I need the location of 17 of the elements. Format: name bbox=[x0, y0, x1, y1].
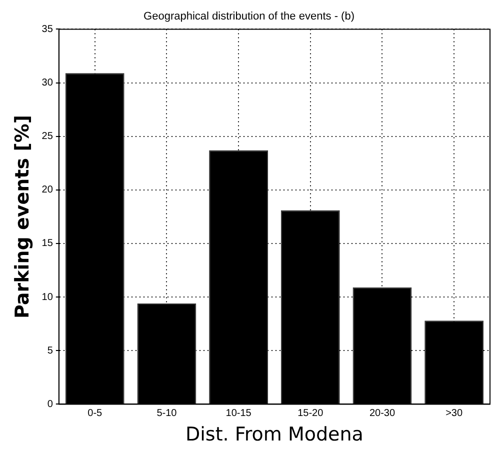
y-tick-label: 25 bbox=[42, 131, 54, 142]
y-tick-label: 20 bbox=[42, 184, 54, 196]
y-tick-label: 0 bbox=[47, 398, 54, 410]
chart-title: Geographical distribution of the events - (b) bbox=[144, 10, 354, 23]
y-tick-label: 30 bbox=[42, 78, 54, 89]
y-tick-label: 5 bbox=[47, 345, 54, 356]
y-axis-title: Parking events [%] bbox=[11, 114, 34, 318]
x-tick-label: 0-5 bbox=[88, 408, 103, 419]
y-tick-label: 10 bbox=[42, 292, 54, 303]
x-axis-title: Dist. From Modena bbox=[186, 424, 364, 446]
x-tick-label: >30 bbox=[446, 408, 463, 419]
x-tick-label: 5-10 bbox=[156, 408, 178, 419]
y-tick-label: 35 bbox=[42, 24, 54, 35]
x-tick-label: 15-20 bbox=[298, 408, 324, 419]
x-tick-label: 10-15 bbox=[226, 408, 252, 419]
x-tick-label: 20-30 bbox=[369, 408, 396, 419]
y-tick-label: 15 bbox=[42, 238, 54, 250]
